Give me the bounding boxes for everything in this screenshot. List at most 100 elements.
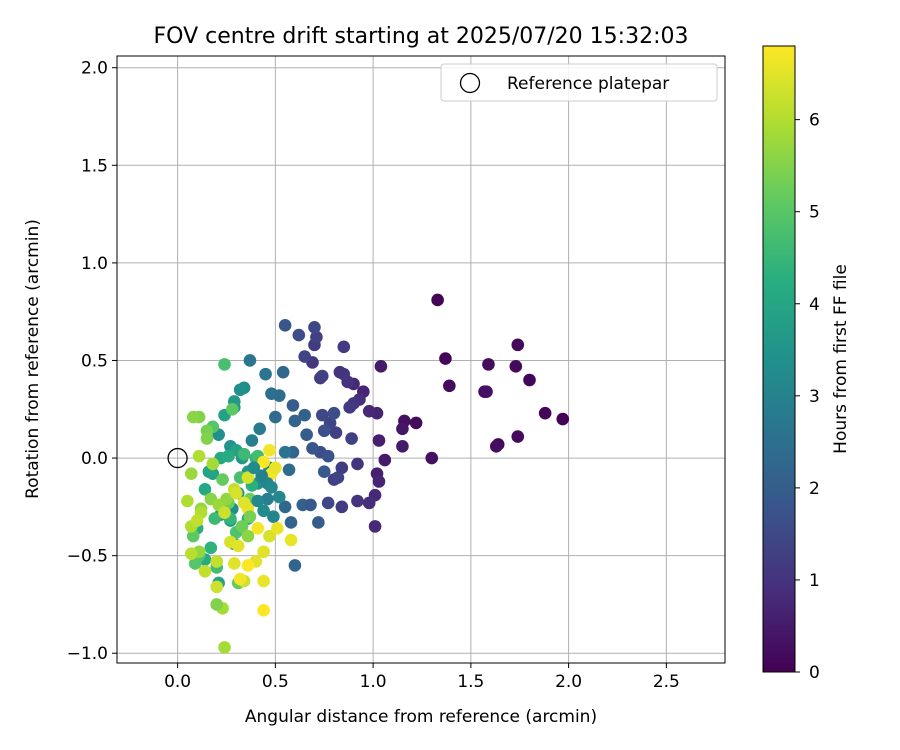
y-ticks: 2.0 1.5 1.0 0.5 0.0 −0.5 −1.0 — [67, 59, 117, 664]
data-point — [306, 442, 319, 455]
data-point — [443, 379, 456, 393]
data-point — [378, 453, 392, 467]
data-point — [261, 492, 274, 506]
data-point — [259, 367, 272, 381]
data-point — [329, 426, 343, 439]
y-tick-label: 0.0 — [81, 449, 108, 469]
data-point — [218, 358, 231, 371]
data-point — [298, 350, 311, 363]
data-point — [276, 365, 290, 379]
data-point — [523, 373, 536, 387]
data-point — [317, 424, 331, 438]
colorbar-tick-label: 6 — [809, 111, 820, 131]
data-point — [257, 504, 270, 518]
y-tick-label: 1.5 — [81, 156, 108, 176]
data-point — [222, 449, 235, 463]
data-point — [237, 447, 251, 461]
x-tick-label: 2.0 — [555, 672, 582, 692]
colorbar-tick-label: 4 — [809, 295, 820, 315]
data-point — [218, 641, 231, 654]
data-point — [263, 529, 276, 543]
data-point — [241, 559, 255, 572]
x-tick-label: 1.0 — [360, 672, 387, 692]
data-point — [556, 412, 570, 426]
data-point — [233, 572, 247, 586]
data-point — [345, 432, 358, 445]
data-point — [229, 486, 243, 500]
data-point — [351, 457, 364, 471]
data-point — [257, 604, 270, 617]
data-point — [362, 404, 376, 418]
colorbar: 0 1 2 3 4 5 6 Hours from first FF file — [762, 45, 851, 683]
data-point — [271, 522, 284, 535]
x-axis-label: Angular distance from reference (arcmin) — [245, 707, 597, 727]
data-point — [192, 449, 206, 463]
x-ticks: 0.0 0.5 1.0 1.5 2.0 2.5 — [164, 663, 680, 692]
data-point — [269, 410, 282, 424]
data-point — [315, 369, 329, 383]
data-point — [538, 406, 552, 420]
data-point — [331, 471, 345, 484]
data-point — [188, 557, 202, 570]
data-point — [317, 465, 331, 479]
data-point — [186, 410, 200, 424]
legend-marker-open-circle — [459, 72, 481, 94]
data-point — [210, 555, 224, 568]
data-point — [315, 408, 329, 422]
data-point — [186, 529, 200, 543]
plot-frame — [116, 55, 726, 664]
data-point — [269, 461, 282, 475]
data-point — [335, 500, 349, 514]
data-point — [245, 434, 259, 447]
data-point — [300, 428, 313, 441]
data-point — [267, 510, 280, 523]
data-point — [298, 408, 311, 422]
data-point — [308, 320, 321, 334]
data-point — [362, 496, 376, 510]
data-point — [343, 401, 356, 414]
data-point — [374, 360, 388, 373]
data-point — [288, 414, 302, 428]
data-point — [439, 352, 452, 365]
data-point — [431, 293, 444, 307]
data-point — [425, 451, 439, 465]
data-point — [253, 422, 267, 436]
data-point — [372, 434, 386, 447]
data-point — [243, 510, 257, 523]
data-point — [208, 512, 222, 525]
data-point — [216, 473, 229, 486]
data-point — [327, 406, 341, 420]
data-point — [310, 330, 323, 344]
data-point — [278, 445, 292, 459]
data-point — [396, 422, 409, 436]
colorbar-tick-label: 0 — [809, 663, 820, 683]
data-point — [241, 529, 255, 543]
data-point — [220, 492, 233, 506]
chart-title: FOV centre drift starting at 2025/07/20 … — [154, 24, 689, 49]
data-point — [247, 461, 261, 475]
data-point — [251, 522, 265, 535]
data-point — [190, 514, 204, 527]
data-point — [241, 471, 255, 484]
data-point — [263, 443, 276, 457]
x-tick-label: 2.5 — [653, 672, 680, 692]
data-points — [181, 293, 570, 654]
data-point — [511, 338, 525, 352]
data-point — [265, 387, 278, 400]
data-point — [351, 494, 364, 508]
colorbar-tick-label: 5 — [809, 203, 820, 223]
data-point — [278, 319, 292, 332]
data-point — [282, 463, 296, 477]
data-point — [226, 402, 239, 416]
data-point — [210, 580, 224, 594]
x-tick-label: 0.0 — [164, 672, 191, 692]
data-point — [184, 467, 198, 480]
data-point — [227, 557, 241, 570]
x-tick-label: 1.5 — [457, 672, 484, 692]
colorbar-tick-label: 1 — [809, 571, 820, 591]
legend-box — [440, 63, 718, 102]
data-point — [257, 455, 270, 469]
colorbar-tick-label: 2 — [809, 479, 820, 499]
legend-label: Reference platepar — [507, 74, 669, 94]
